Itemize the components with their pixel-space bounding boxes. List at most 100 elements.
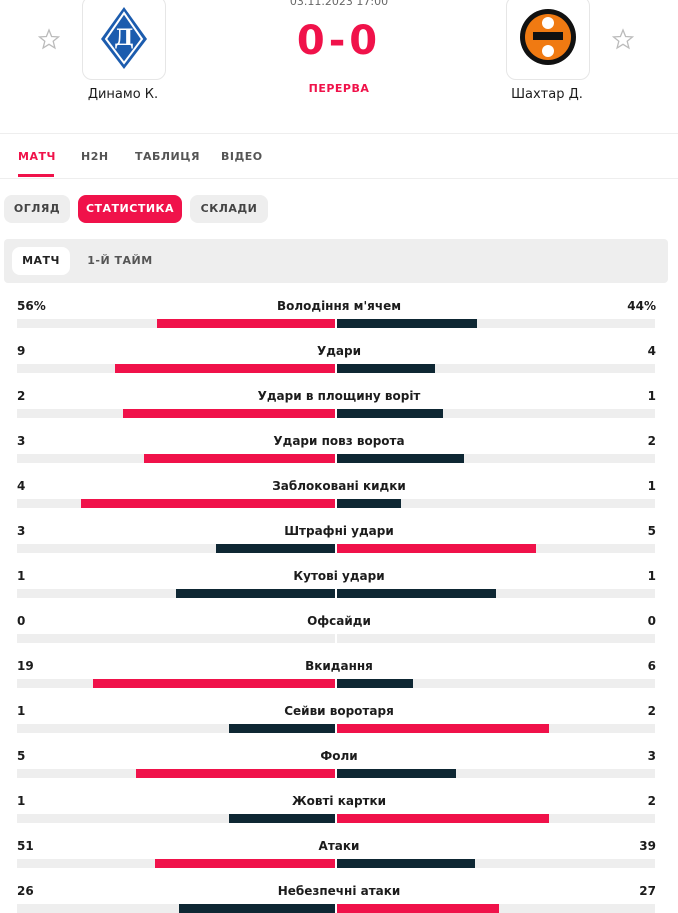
track: [17, 634, 335, 643]
stat-home: 3: [17, 434, 26, 448]
stat-home: 56%: [17, 299, 46, 313]
divider: [0, 178, 678, 179]
track: [337, 769, 655, 778]
home-team: Динамо К.: [87, 87, 159, 102]
tab[interactable]: H2H: [81, 150, 109, 163]
stat-name: Офсайди: [307, 614, 371, 628]
stat-away: 4: [647, 344, 656, 358]
away-bar: [337, 769, 457, 778]
track: [337, 499, 655, 508]
track: [337, 589, 655, 598]
stat-home: 19: [17, 659, 34, 673]
favorite-star[interactable]: [38, 28, 60, 50]
score: 0-0: [239, 18, 439, 64]
subtab[interactable]: СКЛАДИ: [190, 195, 268, 223]
stat-away: 6: [647, 659, 656, 673]
away-bar: [337, 724, 549, 733]
subtab[interactable]: ОГЛЯД: [4, 195, 70, 223]
track: [337, 454, 655, 463]
stat-name: Жовті картки: [291, 794, 387, 808]
home-bar: [80, 499, 335, 508]
track: [337, 364, 655, 373]
tab[interactable]: ТАБЛИЦЯ: [135, 150, 200, 163]
score-away: 0: [349, 18, 382, 64]
stat-name: Удари повз ворота: [273, 434, 405, 448]
stat-home: 9: [17, 344, 26, 358]
stat-home: 2: [17, 389, 26, 403]
stat-name: Удари в площину воріт: [257, 389, 421, 403]
track: [337, 409, 655, 418]
home-bar: [156, 319, 335, 328]
stat-home: 4: [17, 479, 26, 493]
stat-away: 39: [639, 839, 656, 853]
stat-name: Штрафні удари: [284, 524, 394, 538]
away-bar: [337, 409, 443, 418]
home-bar: [176, 589, 335, 598]
subtab-active[interactable]: СТАТИСТИКА: [78, 195, 182, 223]
svg-text:Д: Д: [114, 25, 134, 51]
stat-home: 0: [17, 614, 26, 628]
away-bar: [337, 679, 414, 688]
away-bar: [337, 454, 465, 463]
stat-name: Удари: [316, 344, 362, 358]
track: [337, 634, 655, 643]
stat-away: 27: [639, 884, 656, 898]
period-bar: [4, 239, 668, 283]
stat-name: Сейви воротаря: [284, 704, 394, 718]
track: [17, 724, 335, 733]
period[interactable]: 1-Й ТАЙМ: [87, 254, 153, 267]
away-bar: [337, 859, 475, 868]
stat-home: 5: [17, 749, 26, 763]
stat-home: 1: [17, 704, 26, 718]
away-crest[interactable]: [506, 0, 590, 80]
stat-name: Кутові удари: [293, 569, 385, 583]
stat-home: 1: [17, 569, 26, 583]
stat-away: 2: [647, 434, 656, 448]
track: [337, 679, 655, 688]
home-bar: [123, 409, 335, 418]
away-bar: [337, 364, 435, 373]
home-bar: [154, 859, 335, 868]
away-bar: [337, 814, 549, 823]
tab[interactable]: ВІДЕО: [221, 150, 263, 163]
stat-name: Володіння м'ячем: [276, 299, 402, 313]
stat-away: 2: [647, 794, 656, 808]
stat-away: 0: [647, 614, 656, 628]
stat-name: Небезпечні атаки: [277, 884, 401, 898]
stat-home: 1: [17, 794, 26, 808]
period-active[interactable]: МАТЧ: [12, 247, 70, 275]
home-bar: [144, 454, 335, 463]
away-bar: [337, 904, 499, 913]
stat-away: 1: [647, 479, 656, 493]
stat-home: 51: [17, 839, 34, 853]
stat-name: Атаки: [318, 839, 360, 853]
tab[interactable]: МАТЧ: [18, 150, 56, 163]
stat-name: Вкидання: [305, 659, 373, 673]
divider: [0, 133, 678, 134]
track: [337, 319, 655, 328]
away-bar: [337, 589, 496, 598]
home-bar: [229, 724, 335, 733]
score-separator: -: [328, 18, 350, 64]
stat-away: 2: [647, 704, 656, 718]
track: [17, 814, 335, 823]
stat-home: 26: [17, 884, 34, 898]
home-bar: [93, 679, 335, 688]
score-home: 0: [296, 18, 329, 64]
away-bar: [337, 544, 536, 553]
stat-home: 3: [17, 524, 26, 538]
stat-away: 1: [647, 389, 656, 403]
away-bar: [337, 499, 401, 508]
stat-away: 1: [647, 569, 656, 583]
stat-name: Фоли: [320, 749, 358, 763]
track: [337, 859, 655, 868]
away-team: Шахтар Д.: [511, 87, 583, 102]
home-bar: [215, 544, 335, 553]
stat-name: Заблоковані кидки: [272, 479, 406, 493]
home-bar: [136, 769, 335, 778]
favorite-star[interactable]: [612, 28, 634, 50]
home-bar: [229, 814, 335, 823]
track: [17, 544, 335, 553]
match-date: 03.11.2023 17:00: [289, 0, 389, 8]
home-crest[interactable]: Д: [82, 0, 166, 80]
